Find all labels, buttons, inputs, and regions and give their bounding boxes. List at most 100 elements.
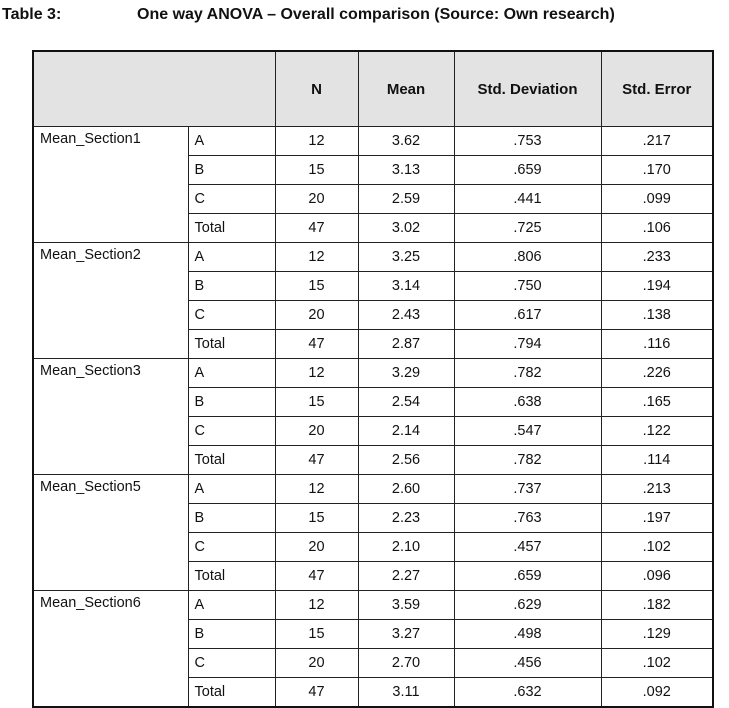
n-cell: 47 <box>274 213 359 243</box>
table-row: C 20 2.43.617.138 <box>33 300 714 330</box>
n-cell: 15 <box>274 387 359 417</box>
std-deviation-cell: .725 <box>453 213 602 243</box>
header-std-deviation: Std. Deviation <box>453 50 602 127</box>
std-error-cell: .197 <box>600 503 714 533</box>
table-row: Mean_Section1 A 12 3.62.753.217 <box>32 126 714 243</box>
n-cell: 47 <box>274 561 359 591</box>
table-row: B 15 3.14.750.194 <box>33 271 714 301</box>
std-error-cell: .213 <box>600 474 714 504</box>
std-deviation-cell: .456 <box>453 648 602 678</box>
mean-cell: 3.13 <box>357 155 455 185</box>
mean-cell: 2.43 <box>357 300 455 330</box>
std-deviation-cell: .794 <box>453 329 602 359</box>
std-deviation-cell: .629 <box>453 590 602 620</box>
table-row: Total 47 2.87.794.116 <box>33 329 714 359</box>
n-cell: 15 <box>274 271 359 301</box>
mean-cell: 2.59 <box>357 184 455 214</box>
std-error-cell: .165 <box>600 387 714 417</box>
table-caption: Table 3: One way ANOVA – Overall comparis… <box>2 6 615 24</box>
std-deviation-cell: .659 <box>453 155 602 185</box>
std-error-cell: .099 <box>600 184 714 214</box>
std-error-cell: .122 <box>600 416 714 446</box>
group-cell: Total <box>187 561 276 591</box>
std-error-cell: .233 <box>600 242 714 272</box>
mean-cell: 3.27 <box>357 619 455 649</box>
std-error-cell: .096 <box>600 561 714 591</box>
group-cell: B <box>187 271 276 301</box>
caption-title: One way ANOVA – Overall comparison (Sour… <box>137 6 615 23</box>
table-row: Total 47 2.27.659.096 <box>33 561 714 591</box>
mean-cell: 3.02 <box>357 213 455 243</box>
group-cell: B <box>187 155 276 185</box>
std-error-cell: .138 <box>600 300 714 330</box>
variable-name: Mean_Section1 <box>32 126 189 243</box>
n-cell: 20 <box>274 648 359 678</box>
group-cell: B <box>187 503 276 533</box>
mean-cell: 2.14 <box>357 416 455 446</box>
table-row: Mean_Section3 A 12 3.29.782.226 <box>32 358 714 475</box>
header-row: N Mean Std. Deviation Std. Error <box>32 50 714 127</box>
group-cell: C <box>187 532 276 562</box>
n-cell: 15 <box>274 503 359 533</box>
mean-cell: 2.87 <box>357 329 455 359</box>
n-cell: 15 <box>274 619 359 649</box>
std-deviation-cell: .457 <box>453 532 602 562</box>
std-deviation-cell: .782 <box>453 445 602 475</box>
std-deviation-cell: .638 <box>453 387 602 417</box>
group-cell: C <box>187 184 276 214</box>
group-cell: B <box>187 619 276 649</box>
group-cell: A <box>187 358 276 388</box>
std-error-cell: .217 <box>600 126 714 156</box>
group-cell: Total <box>187 329 276 359</box>
table-row: Mean_Section6 A 12 3.59.629.182 <box>32 590 714 708</box>
table-body: Mean_Section1 A 12 3.62.753.217 B 15 3.13.659.… <box>32 126 714 708</box>
variable-name: Mean_Section6 <box>32 590 189 708</box>
std-error-cell: .114 <box>600 445 714 475</box>
table-row: C 20 2.59.441.099 <box>33 184 714 214</box>
n-cell: 20 <box>274 300 359 330</box>
mean-cell: 2.60 <box>357 474 455 504</box>
table-row: Total 47 2.56.782.114 <box>33 445 714 475</box>
n-cell: 15 <box>274 155 359 185</box>
group-cell: Total <box>187 677 276 708</box>
header-std-error: Std. Error <box>600 50 714 127</box>
group-cell: C <box>187 300 276 330</box>
header-n: N <box>274 50 359 127</box>
table-row: C 20 2.70.456.102 <box>33 648 714 678</box>
n-cell: 20 <box>274 416 359 446</box>
mean-cell: 3.14 <box>357 271 455 301</box>
std-deviation-cell: .498 <box>453 619 602 649</box>
group-cell: Total <box>187 213 276 243</box>
std-deviation-cell: .617 <box>453 300 602 330</box>
n-cell: 47 <box>274 329 359 359</box>
n-cell: 12 <box>274 358 359 388</box>
group-cell: B <box>187 387 276 417</box>
mean-cell: 2.54 <box>357 387 455 417</box>
std-deviation-cell: .782 <box>453 358 602 388</box>
table-row: B 15 2.23.763.197 <box>33 503 714 533</box>
std-error-cell: .092 <box>600 677 714 708</box>
std-error-cell: .106 <box>600 213 714 243</box>
group-cell: C <box>187 648 276 678</box>
std-deviation-cell: .659 <box>453 561 602 591</box>
std-deviation-cell: .763 <box>453 503 602 533</box>
group-cell: A <box>187 126 276 156</box>
table-row: B 15 3.27.498.129 <box>33 619 714 649</box>
n-cell: 47 <box>274 445 359 475</box>
std-error-cell: .116 <box>600 329 714 359</box>
group-cell: A <box>187 242 276 272</box>
variable-name: Mean_Section3 <box>32 358 189 475</box>
mean-cell: 2.70 <box>357 648 455 678</box>
std-error-cell: .129 <box>600 619 714 649</box>
std-error-cell: .102 <box>600 648 714 678</box>
table-row: Total 47 3.11.632.092 <box>33 677 714 708</box>
header-blank <box>32 50 276 127</box>
mean-cell: 3.11 <box>357 677 455 708</box>
header-mean: Mean <box>357 50 455 127</box>
anova-table: N Mean Std. Deviation Std. Error Mean_Se… <box>32 50 714 708</box>
n-cell: 20 <box>274 532 359 562</box>
table-row: Mean_Section5 A 12 2.60.737.213 <box>32 474 714 591</box>
table-row: Mean_Section2 A 12 3.25.806.233 <box>32 242 714 359</box>
group-cell: A <box>187 590 276 620</box>
n-cell: 12 <box>274 474 359 504</box>
